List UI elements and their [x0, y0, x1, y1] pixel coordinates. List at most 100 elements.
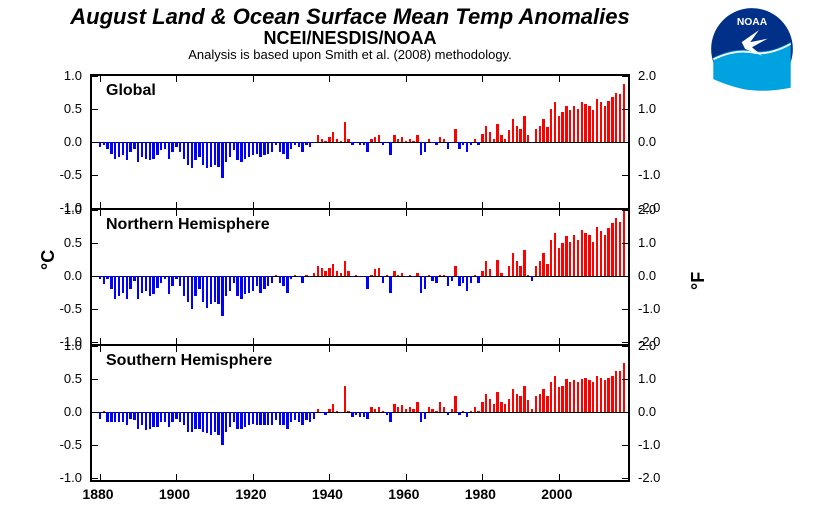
bar: [512, 253, 514, 276]
bar: [317, 409, 319, 412]
bar: [439, 275, 441, 276]
bar: [370, 139, 372, 142]
bar: [615, 218, 617, 276]
ytick-left: 0.0: [64, 404, 82, 419]
ytick-mark: [622, 412, 628, 413]
bar: [592, 382, 594, 412]
bar: [416, 273, 418, 276]
bar: [569, 242, 571, 276]
bar: [573, 235, 575, 276]
bar: [279, 142, 281, 152]
bar: [282, 412, 284, 425]
bar: [282, 142, 284, 154]
bar: [171, 276, 173, 286]
bar: [351, 142, 353, 145]
bar: [344, 122, 346, 142]
bar: [103, 276, 105, 284]
bar: [103, 142, 105, 145]
bar: [301, 142, 303, 152]
bar: [424, 276, 426, 289]
bar: [447, 412, 449, 415]
bar: [240, 412, 242, 429]
ytick-mark: [622, 478, 628, 479]
xtick-mark: [253, 76, 254, 82]
bar: [588, 106, 590, 142]
ytick-mark: [92, 478, 98, 479]
bar: [321, 268, 323, 276]
bar: [152, 142, 154, 159]
bar: [416, 402, 418, 412]
bar: [305, 275, 307, 276]
bar: [126, 276, 128, 299]
bar: [477, 411, 479, 412]
panel-label: Northern Hemisphere: [106, 216, 270, 234]
bar: [470, 411, 472, 412]
bar: [393, 271, 395, 276]
bar: [252, 142, 254, 155]
bar: [458, 412, 460, 415]
ytick-mark: [622, 445, 628, 446]
bar: [405, 141, 407, 142]
xtick-mark: [329, 76, 330, 82]
bar: [336, 139, 338, 142]
bar: [183, 142, 185, 159]
bar: [118, 142, 120, 157]
bar: [244, 276, 246, 294]
bar: [470, 276, 472, 283]
bar: [485, 126, 487, 143]
bar: [458, 142, 460, 149]
xtick-mark: [482, 474, 483, 480]
bar: [454, 129, 456, 142]
bar: [233, 412, 235, 422]
bar: [275, 275, 277, 276]
bar: [546, 127, 548, 142]
bar: [110, 142, 112, 154]
bar: [106, 412, 108, 422]
xtick-mark: [559, 338, 560, 344]
ytick-right: -1.0: [638, 301, 660, 316]
bar: [267, 276, 269, 286]
bar: [569, 110, 571, 142]
ytick-mark: [92, 243, 98, 244]
bar: [221, 412, 223, 445]
ytick-mark: [92, 109, 98, 110]
bar: [99, 142, 101, 147]
bar: [351, 412, 353, 417]
bar: [554, 102, 556, 142]
bar: [386, 142, 388, 143]
bar: [600, 378, 602, 412]
xtick-label: 2000: [541, 486, 572, 502]
bar: [474, 139, 476, 142]
bar: [110, 276, 112, 289]
bar: [542, 389, 544, 412]
bar: [535, 266, 537, 276]
bar: [363, 412, 365, 417]
bar: [129, 412, 131, 419]
bar: [584, 104, 586, 142]
bar: [531, 142, 533, 143]
bar: [321, 412, 323, 413]
ytick-left: 1.0: [64, 202, 82, 217]
bar: [611, 223, 613, 276]
xtick-mark: [176, 202, 177, 208]
bar: [569, 382, 571, 412]
bar: [573, 106, 575, 142]
bar: [171, 142, 173, 152]
bar: [370, 407, 372, 412]
bar: [619, 371, 621, 412]
bar: [539, 261, 541, 276]
bar: [447, 276, 449, 286]
xtick-mark: [482, 210, 483, 216]
bar: [363, 142, 365, 145]
bar: [409, 407, 411, 412]
bar: [542, 253, 544, 276]
xtick-mark: [406, 76, 407, 82]
bar: [214, 142, 216, 165]
bar: [431, 142, 433, 143]
bar: [481, 134, 483, 142]
xtick-mark: [176, 338, 177, 344]
panel-global: Global-1.0-0.50.00.51.0-2.0-1.00.01.02.0: [90, 74, 630, 210]
xtick-mark: [329, 202, 330, 208]
bar: [240, 142, 242, 162]
bar: [290, 276, 292, 279]
